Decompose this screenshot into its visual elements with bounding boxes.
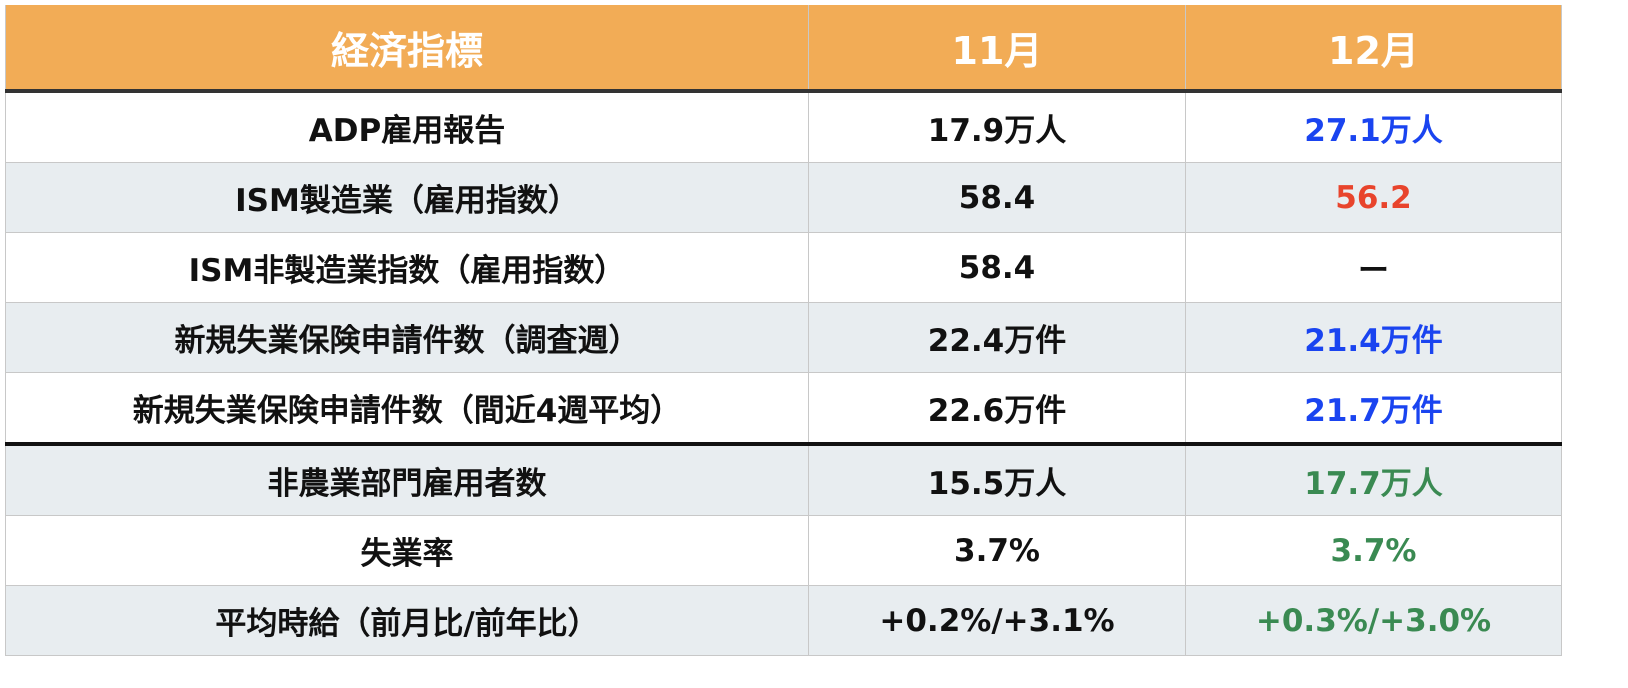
cell-nov: +0.2%/+3.1%: [808, 585, 1186, 656]
cell-nov: 22.6万件: [808, 372, 1186, 446]
cell-dec: +0.3%/+3.0%: [1185, 585, 1562, 656]
table-row: ISM非製造業指数（雇用指数） 58.4 ー: [5, 232, 1562, 303]
header-november: 11月: [808, 5, 1186, 93]
table-row: ADP雇用報告 17.9万人 27.1万人: [5, 91, 1562, 163]
table-row: ISM製造業（雇用指数） 58.4 56.2: [5, 162, 1562, 233]
cell-indicator: 新規失業保険申請件数（調査週）: [5, 302, 809, 373]
cell-indicator: ISM製造業（雇用指数）: [5, 162, 809, 233]
table-row: 非農業部門雇用者数 15.5万人 17.7万人: [5, 444, 1562, 516]
cell-nov: 3.7%: [808, 515, 1186, 586]
cell-indicator: 非農業部門雇用者数: [5, 444, 809, 516]
cell-dec: 3.7%: [1185, 515, 1562, 586]
table-row: 平均時給（前月比/前年比） +0.2%/+3.1% +0.3%/+3.0%: [5, 585, 1562, 656]
cell-indicator: 新規失業保険申請件数（間近4週平均）: [5, 372, 809, 446]
cell-dec: 27.1万人: [1185, 91, 1562, 163]
cell-dec: ー: [1185, 232, 1562, 303]
cell-nov: 58.4: [808, 162, 1186, 233]
header-december: 12月: [1185, 5, 1562, 93]
table-row: 新規失業保険申請件数（間近4週平均） 22.6万件 21.7万件: [5, 372, 1562, 446]
economic-indicators-table: 経済指標 11月 12月 ADP雇用報告 17.9万人 27.1万人 ISM製造業（雇…: [5, 5, 1562, 656]
cell-indicator: 失業率: [5, 515, 809, 586]
header-indicator: 経済指標: [5, 5, 809, 93]
cell-nov: 58.4: [808, 232, 1186, 303]
table-row: 新規失業保険申請件数（調査週） 22.4万件 21.4万件: [5, 302, 1562, 373]
table-row: 失業率 3.7% 3.7%: [5, 515, 1562, 586]
cell-dec: 21.7万件: [1185, 372, 1562, 446]
cell-indicator: ISM非製造業指数（雇用指数）: [5, 232, 809, 303]
cell-dec: 21.4万件: [1185, 302, 1562, 373]
header-row: 経済指標 11月 12月: [5, 5, 1562, 93]
cell-nov: 15.5万人: [808, 444, 1186, 516]
cell-dec: 56.2: [1185, 162, 1562, 233]
cell-nov: 22.4万件: [808, 302, 1186, 373]
cell-nov: 17.9万人: [808, 91, 1186, 163]
cell-indicator: ADP雇用報告: [5, 91, 809, 163]
cell-dec: 17.7万人: [1185, 444, 1562, 516]
cell-indicator: 平均時給（前月比/前年比）: [5, 585, 809, 656]
